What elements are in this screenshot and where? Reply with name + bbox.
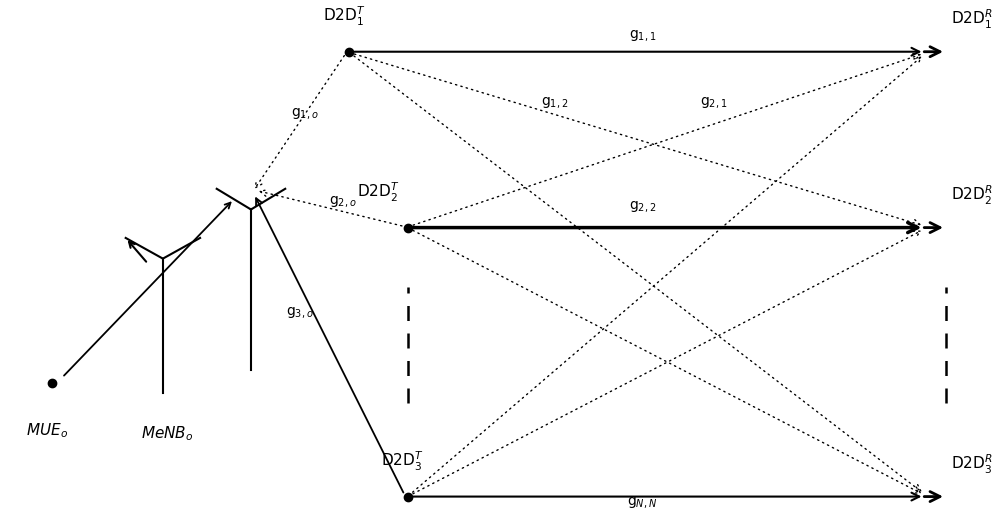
Text: g$_{2, 2}$: g$_{2, 2}$	[629, 200, 656, 215]
Text: MeNB$_o$: MeNB$_o$	[141, 424, 194, 443]
Text: g$_{2, 1}$: g$_{2, 1}$	[700, 96, 728, 112]
Text: D2D$_3^R$: D2D$_3^R$	[951, 453, 992, 476]
Text: g$_{1, 2}$: g$_{1, 2}$	[541, 96, 568, 112]
Text: MUE$_o$: MUE$_o$	[26, 422, 68, 440]
Text: D2D$_2^R$: D2D$_2^R$	[951, 184, 992, 207]
Text: D2D$_1^R$: D2D$_1^R$	[951, 8, 992, 31]
Text: g$_{N, N}$: g$_{N, N}$	[627, 496, 658, 512]
Text: D2D$_1^T$: D2D$_1^T$	[323, 5, 365, 29]
Text: g$_{1, o}$: g$_{1, o}$	[291, 107, 319, 122]
Text: g$_{2, o}$: g$_{2, o}$	[329, 195, 357, 209]
Text: g$_{1, 1}$: g$_{1, 1}$	[629, 29, 656, 44]
Text: g$_{3, o}$: g$_{3, o}$	[286, 306, 314, 321]
Text: D2D$_2^T$: D2D$_2^T$	[357, 181, 399, 204]
Text: D2D$_3^T$: D2D$_3^T$	[381, 450, 424, 473]
